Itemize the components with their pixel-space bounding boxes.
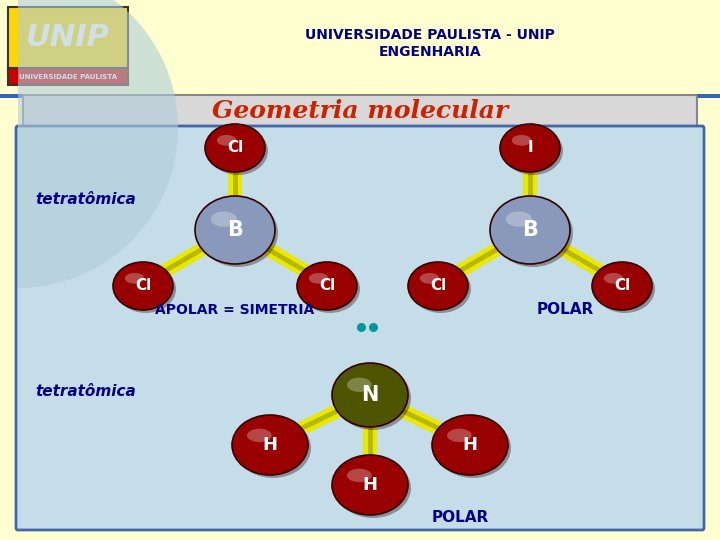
Ellipse shape xyxy=(595,265,655,313)
FancyBboxPatch shape xyxy=(23,95,697,127)
Ellipse shape xyxy=(505,212,532,227)
Text: POLAR: POLAR xyxy=(536,302,593,318)
Text: Cl: Cl xyxy=(430,279,446,294)
Text: POLAR: POLAR xyxy=(431,510,489,525)
Ellipse shape xyxy=(493,199,573,267)
Ellipse shape xyxy=(512,135,531,146)
Ellipse shape xyxy=(211,212,237,227)
Text: UNIVERSIDADE PAULISTA: UNIVERSIDADE PAULISTA xyxy=(19,74,117,80)
Text: UNIP: UNIP xyxy=(26,24,110,52)
Text: APOLAR = SIMETRIA: APOLAR = SIMETRIA xyxy=(156,303,315,317)
Ellipse shape xyxy=(297,262,357,310)
Ellipse shape xyxy=(432,415,508,475)
Bar xyxy=(8,7,128,72)
Ellipse shape xyxy=(125,273,144,284)
Ellipse shape xyxy=(490,196,570,264)
Text: H: H xyxy=(263,436,277,454)
Bar xyxy=(0,94,720,98)
Ellipse shape xyxy=(205,124,265,172)
Text: I: I xyxy=(527,140,533,156)
Ellipse shape xyxy=(113,262,173,310)
Ellipse shape xyxy=(208,127,268,175)
Text: tetratômica: tetratômica xyxy=(35,384,136,400)
Text: B: B xyxy=(227,220,243,240)
Ellipse shape xyxy=(232,415,308,475)
Bar xyxy=(0,0,720,95)
Ellipse shape xyxy=(500,124,560,172)
Ellipse shape xyxy=(198,199,278,267)
Wedge shape xyxy=(18,0,178,288)
Text: H: H xyxy=(362,476,377,494)
Ellipse shape xyxy=(411,265,471,313)
Text: Geometria molecular: Geometria molecular xyxy=(212,99,508,123)
Text: Cl: Cl xyxy=(614,279,630,294)
FancyBboxPatch shape xyxy=(16,126,704,530)
Text: N: N xyxy=(361,385,379,405)
Text: Cl: Cl xyxy=(135,279,151,294)
Ellipse shape xyxy=(335,366,411,430)
Text: H: H xyxy=(462,436,477,454)
Ellipse shape xyxy=(332,363,408,427)
Ellipse shape xyxy=(309,273,328,284)
Text: Cl: Cl xyxy=(319,279,335,294)
Bar xyxy=(8,68,128,85)
Ellipse shape xyxy=(116,265,176,313)
Ellipse shape xyxy=(235,418,311,478)
Ellipse shape xyxy=(592,262,652,310)
Ellipse shape xyxy=(347,377,372,392)
Ellipse shape xyxy=(217,135,236,146)
Text: UNIVERSIDADE PAULISTA - UNIP: UNIVERSIDADE PAULISTA - UNIP xyxy=(305,28,555,42)
Ellipse shape xyxy=(604,273,624,284)
Ellipse shape xyxy=(347,469,372,482)
Ellipse shape xyxy=(332,455,408,515)
Ellipse shape xyxy=(447,429,472,442)
Ellipse shape xyxy=(435,418,511,478)
Ellipse shape xyxy=(420,273,439,284)
Ellipse shape xyxy=(408,262,468,310)
Text: ENGENHARIA: ENGENHARIA xyxy=(379,45,481,59)
Text: Cl: Cl xyxy=(227,140,243,156)
Ellipse shape xyxy=(300,265,360,313)
Ellipse shape xyxy=(247,429,271,442)
Ellipse shape xyxy=(335,458,411,518)
Ellipse shape xyxy=(503,127,563,175)
Text: B: B xyxy=(522,220,538,240)
Ellipse shape xyxy=(195,196,275,264)
Text: tetratômica: tetratômica xyxy=(35,192,136,207)
